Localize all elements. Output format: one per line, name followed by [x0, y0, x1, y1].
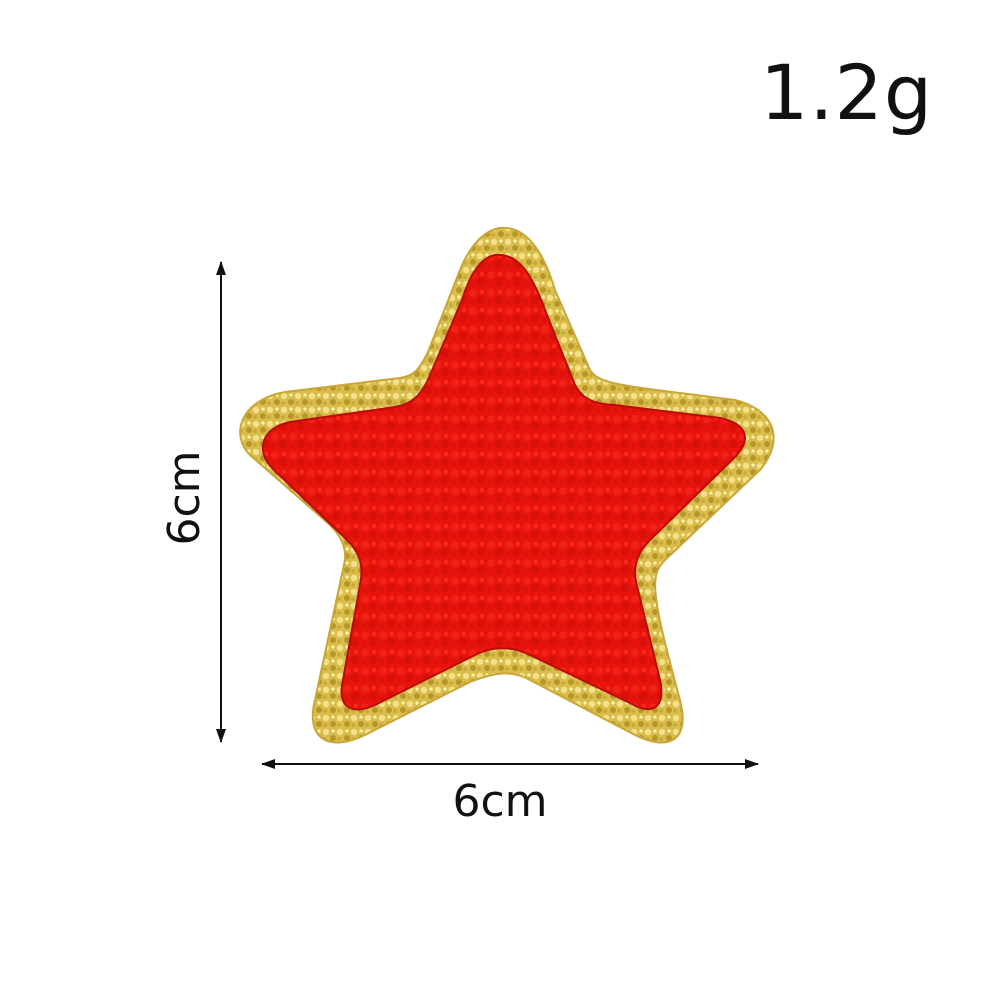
width-label: 6cm: [452, 776, 548, 827]
height-label: 6cm: [159, 450, 210, 546]
weight-label: 1.2g: [760, 48, 934, 137]
chenille-star: [261, 253, 746, 711]
